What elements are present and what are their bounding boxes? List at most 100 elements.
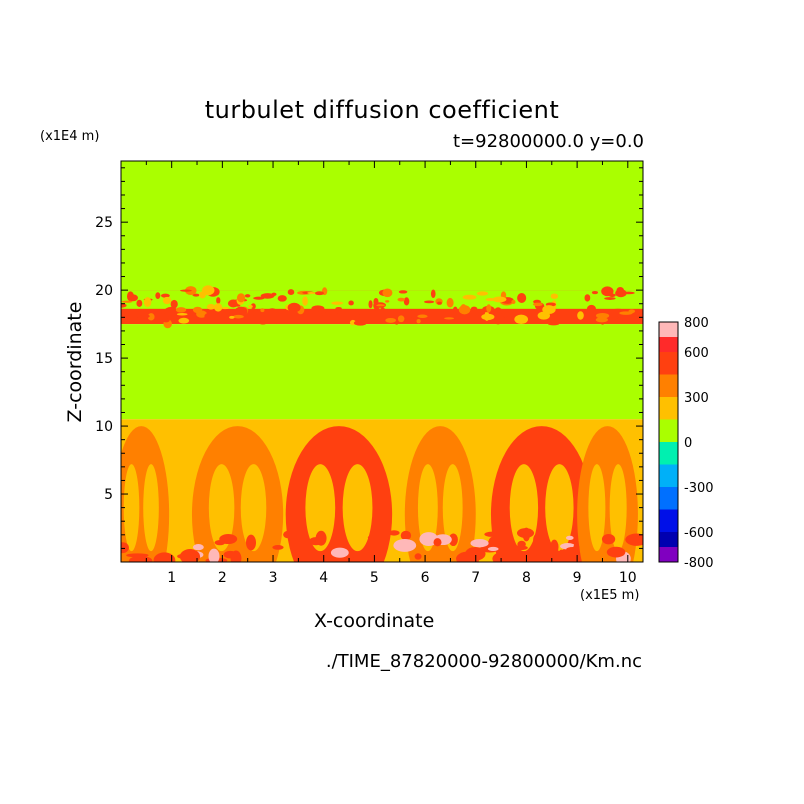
x-tick-label: 7 bbox=[471, 570, 480, 586]
turbulent-blob bbox=[214, 303, 223, 312]
turbulent-blob bbox=[155, 292, 161, 299]
x-tick-label: 2 bbox=[218, 570, 227, 586]
surface-blob bbox=[601, 533, 616, 545]
turbulent-blob bbox=[234, 306, 248, 317]
eddy bbox=[121, 426, 170, 562]
x-tick-label: 10 bbox=[619, 570, 637, 586]
surface-blob bbox=[517, 540, 526, 548]
colorbar-bin bbox=[659, 322, 678, 337]
turbulent-blob bbox=[260, 308, 265, 313]
turbulent-blob bbox=[325, 310, 339, 315]
surface-blob bbox=[414, 553, 422, 560]
turbulent-blob bbox=[335, 306, 342, 311]
surface-blob bbox=[192, 544, 204, 551]
colorbar-bin bbox=[659, 419, 678, 442]
surface-blob bbox=[533, 534, 540, 546]
turbulent-blob bbox=[121, 303, 127, 308]
turbulent-blob bbox=[178, 317, 190, 324]
turbulent-blob bbox=[227, 299, 239, 308]
colorbar-label: -300 bbox=[684, 481, 714, 496]
colorbar-bin bbox=[659, 442, 678, 465]
colorbar-label: 300 bbox=[684, 391, 709, 406]
turbulent-blob bbox=[397, 315, 405, 323]
turbulent-blob bbox=[614, 318, 624, 322]
surface-blob bbox=[433, 538, 442, 547]
colorbar-bin bbox=[659, 532, 678, 547]
region-middle bbox=[121, 324, 643, 420]
x-axis-label: X-coordinate bbox=[314, 610, 435, 632]
turbulent-blob bbox=[460, 304, 467, 312]
surface-blob bbox=[492, 552, 513, 562]
eddy-core bbox=[342, 464, 373, 552]
turbulent-blob bbox=[198, 291, 206, 299]
turbulent-blob bbox=[147, 313, 155, 321]
turbulent-blob bbox=[170, 299, 178, 309]
turbulent-blob bbox=[469, 309, 484, 315]
turbulent-blob bbox=[162, 296, 172, 305]
colorbar-label: 0 bbox=[684, 436, 692, 451]
turbulent-blob bbox=[311, 305, 325, 312]
turbulent-blob bbox=[398, 290, 408, 294]
colorbar-bin bbox=[659, 337, 678, 352]
turbulent-blob bbox=[430, 289, 436, 299]
eddy bbox=[404, 426, 476, 562]
turbulent-blob bbox=[486, 304, 492, 313]
turbulent-blob bbox=[244, 294, 251, 298]
turbulent-blob bbox=[192, 293, 200, 297]
surface-blob bbox=[625, 533, 643, 546]
colorbar-bin bbox=[659, 487, 678, 510]
plot-frame bbox=[120, 160, 644, 563]
x-tick-label: 3 bbox=[269, 570, 278, 586]
eddy-core bbox=[240, 464, 267, 552]
x-tick-label: 6 bbox=[421, 570, 430, 586]
turbulent-blob bbox=[446, 297, 454, 308]
colorbar-label: -800 bbox=[684, 556, 714, 571]
eddy-core bbox=[208, 464, 235, 552]
turbulent-blob bbox=[484, 311, 490, 322]
turbulent-blob bbox=[462, 294, 477, 300]
surface-blob bbox=[484, 531, 500, 537]
turbulent-blob bbox=[248, 305, 253, 309]
turbulent-blob bbox=[403, 297, 410, 306]
turbulent-blob bbox=[121, 308, 124, 314]
colorbar: 800 600 300 0 -300 -600 -800 bbox=[658, 316, 714, 571]
surface-blob bbox=[393, 539, 417, 552]
turbulent-blob bbox=[216, 312, 228, 322]
turbulent-blob bbox=[267, 308, 277, 315]
eddy-core bbox=[143, 464, 159, 552]
surface-blob bbox=[351, 553, 373, 562]
turbulent-blob bbox=[382, 288, 393, 298]
turbulent-blob bbox=[615, 289, 627, 298]
colorbar-bin bbox=[659, 509, 678, 532]
turbulent-blob bbox=[236, 293, 246, 303]
chart-title: turbulet diffusion coefficient bbox=[204, 96, 560, 124]
turbulent-blob bbox=[610, 316, 619, 319]
surface-blob bbox=[487, 546, 499, 552]
surface-blob bbox=[541, 556, 553, 562]
surface-blob bbox=[223, 550, 238, 559]
turbulent-blob bbox=[502, 309, 509, 319]
surface-blob bbox=[128, 555, 153, 562]
colorbar-bin bbox=[659, 397, 678, 420]
colorbar-label: 600 bbox=[684, 346, 709, 361]
surface-blob bbox=[522, 527, 531, 542]
y-axis-unit: (x1E4 m) bbox=[40, 129, 100, 144]
surface-blob bbox=[153, 552, 176, 562]
x-tick-label: 8 bbox=[522, 570, 531, 586]
y-tick-label: 15 bbox=[95, 351, 113, 367]
chart-subtitle: t=92800000.0 y=0.0 bbox=[452, 131, 644, 152]
turbulent-blob bbox=[348, 300, 354, 306]
turbulent-blob bbox=[550, 293, 559, 299]
surface-blob bbox=[309, 537, 323, 546]
turbulent-blob bbox=[635, 308, 641, 317]
eddy-core bbox=[609, 464, 627, 552]
turbulent-blob bbox=[204, 312, 216, 321]
colorbar-bin bbox=[659, 374, 678, 397]
turbulent-blob bbox=[277, 295, 287, 302]
turbulent-blob bbox=[260, 293, 275, 299]
surface-blob bbox=[272, 545, 284, 550]
plot-area bbox=[121, 161, 643, 562]
turbulent-blob bbox=[162, 318, 170, 323]
x-tick-label: 9 bbox=[573, 570, 582, 586]
